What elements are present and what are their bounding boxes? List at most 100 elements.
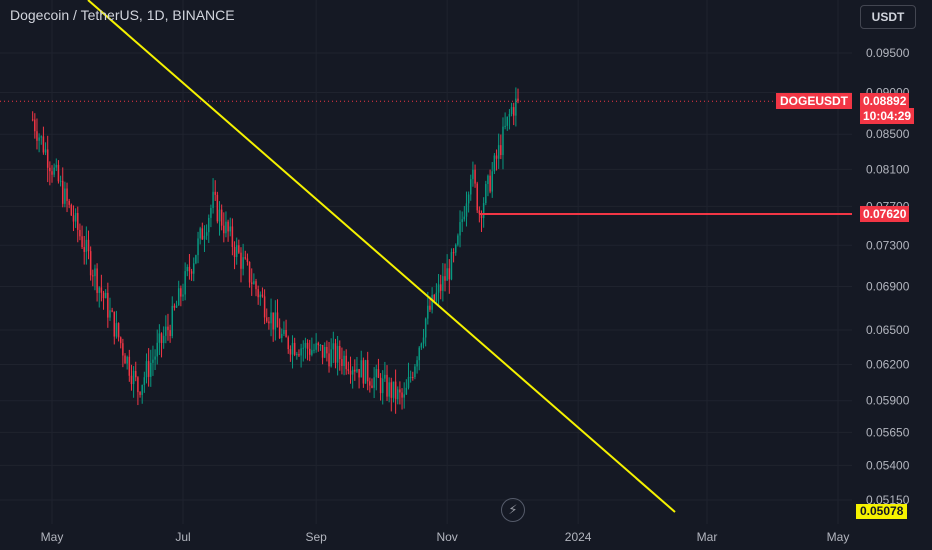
candle-body [494, 155, 496, 171]
candle-body [107, 293, 109, 318]
candle-body [141, 385, 143, 395]
candle-body [156, 343, 158, 357]
y-tick-label: 0.05400 [866, 458, 910, 472]
candle-body [167, 327, 169, 331]
candle-body [159, 333, 161, 342]
candle-body [94, 268, 96, 276]
candle-body [429, 306, 431, 310]
candle-body [290, 349, 292, 354]
candle-body [339, 346, 341, 359]
candle-body [431, 295, 433, 310]
candle-body [135, 371, 137, 377]
candle-body [414, 366, 416, 377]
candle-body [83, 247, 85, 252]
candle-body [283, 330, 285, 334]
candle-body [378, 369, 380, 378]
candle-body [500, 145, 502, 155]
candle-body [238, 245, 240, 252]
candle-body [214, 192, 216, 195]
candle-body [240, 253, 242, 269]
candle-body [262, 295, 264, 297]
candle-body [298, 354, 300, 355]
candle-body [242, 257, 244, 269]
candle-body [81, 236, 83, 247]
candle-body [285, 330, 287, 337]
candle-body [103, 293, 105, 298]
candle-body [182, 294, 184, 296]
candle-body [438, 284, 440, 292]
candle-body [300, 348, 302, 355]
candle-body [498, 145, 500, 159]
candle-body [436, 293, 438, 301]
candle-body [206, 232, 208, 236]
candle-body [212, 192, 214, 208]
candle-body [64, 189, 66, 204]
candle-body [324, 347, 326, 358]
candle-body [401, 392, 403, 397]
candle-body [388, 382, 390, 396]
candle-body [391, 382, 393, 398]
candle-body [461, 219, 463, 222]
candle-body [337, 346, 339, 363]
level-price-tag: 0.07620 [860, 206, 909, 222]
candle-body [455, 245, 457, 253]
candle-body [71, 205, 73, 215]
candle-body [219, 210, 221, 222]
candle-body [133, 371, 135, 384]
candle-body [234, 247, 236, 257]
currency-button[interactable]: USDT [860, 5, 916, 29]
candle-body [397, 389, 399, 399]
candle-body [380, 378, 382, 393]
candle-body [354, 370, 356, 372]
candle-body [210, 208, 212, 218]
time-axis[interactable]: May Jul Sep Nov 2024 Mar May [41, 530, 850, 544]
candle-body [318, 343, 320, 345]
candle-body [109, 310, 111, 317]
candle-body [92, 275, 94, 276]
y-tick-label: 0.08500 [866, 127, 910, 141]
candle-body [311, 350, 313, 355]
candle-body [279, 327, 281, 338]
candle-body [165, 327, 167, 336]
candle-body [146, 361, 148, 377]
trendline[interactable] [88, 0, 675, 512]
candle-body [451, 252, 453, 279]
candle-body [384, 375, 386, 379]
candle-body [232, 226, 234, 246]
candle-body [277, 312, 279, 327]
countdown-tag: 10:04:29 [860, 108, 914, 124]
candle-body [296, 354, 298, 355]
candle-body [197, 238, 199, 255]
candle-body [307, 343, 309, 349]
candle-body [56, 165, 58, 168]
candle-body [395, 382, 397, 400]
candle-body [343, 356, 345, 366]
candle-body [333, 343, 335, 349]
candle-body [453, 252, 455, 253]
candle-body [53, 168, 55, 175]
candle-body [251, 283, 253, 284]
candle-body [509, 114, 511, 117]
candle-body [270, 312, 272, 323]
candle-body [174, 306, 176, 308]
candle-body [468, 194, 470, 203]
candle-body [204, 236, 206, 240]
candle-body [120, 337, 122, 343]
candle-body [184, 271, 186, 294]
tradingview-logo-icon[interactable]: ⚡ [501, 498, 525, 522]
candle-body [440, 284, 442, 291]
y-tick-label: 0.06500 [866, 323, 910, 337]
candle-body [34, 120, 36, 132]
candle-body [294, 343, 296, 355]
candle-body [105, 293, 107, 298]
candle-body [356, 369, 358, 371]
candle-body [172, 306, 174, 336]
x-tick-label: 2024 [565, 530, 592, 544]
y-tick-label: 0.06900 [866, 279, 910, 293]
candle-body [49, 168, 51, 171]
candle-body [199, 228, 201, 238]
candle-body [472, 170, 474, 180]
candle-body [202, 228, 204, 239]
candle-body [264, 296, 266, 317]
